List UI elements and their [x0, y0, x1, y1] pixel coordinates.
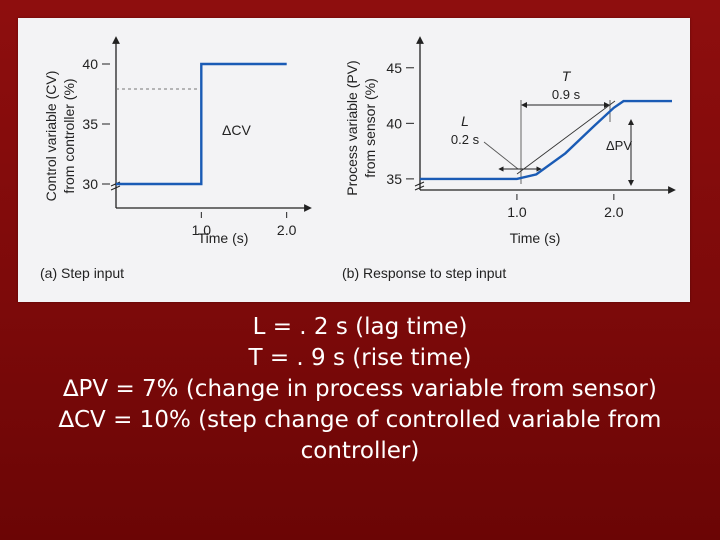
b-tangent-line — [516, 100, 616, 175]
a-axis-break — [110, 181, 121, 191]
a-x-tick-label: 2.0 — [277, 222, 297, 238]
b-x-tick-label: 2.0 — [604, 204, 624, 220]
b-y-tick-label: 40 — [386, 115, 402, 131]
caption-lag-time: L = . 2 s (lag time) — [252, 314, 468, 340]
b-axis-break — [414, 181, 425, 191]
b-y-tick-label: 45 — [386, 60, 402, 76]
a-y-tick-label: 35 — [82, 116, 98, 132]
b-l-value: 0.2 s — [451, 132, 480, 147]
b-l-symbol: L — [461, 113, 469, 129]
b-panel-label: (b) Response to step input — [342, 265, 506, 281]
a-y-tick-label: 30 — [82, 176, 98, 192]
a-panel-label: (a) Step input — [40, 265, 124, 281]
b-l-leader — [483, 141, 519, 170]
b-t-symbol: T — [562, 68, 572, 84]
a-series-line — [116, 62, 287, 186]
caption-block: L = . 2 s (lag time) T = . 9 s (rise tim… — [0, 312, 720, 467]
b-xlabel: Time (s) — [510, 230, 561, 246]
a-delta-cv-label: ΔCV — [222, 122, 251, 138]
chart-svg: Control variable (CV) from controller (%… — [40, 36, 676, 281]
figure-panel: Control variable (CV) from controller (%… — [18, 18, 690, 302]
b-delta-pv-label: ΔPV — [606, 138, 632, 153]
caption-rise-time: T = . 9 s (rise time) — [248, 345, 472, 371]
a-x-tick-label: 1.0 — [192, 222, 212, 238]
b-x-tick-label: 1.0 — [507, 204, 527, 220]
b-y-tick-label: 35 — [386, 171, 402, 187]
a-ylabel-2: from controller (%) — [61, 78, 77, 193]
b-series-line — [420, 99, 672, 181]
caption-delta-cv-cont: controller) — [300, 438, 420, 464]
a-xlabel: Time (s) — [198, 230, 249, 246]
caption-delta-cv: ∆CV = 10% (step change of controlled var… — [58, 407, 662, 433]
caption-delta-pv: ∆PV = 7% (change in process variable fro… — [63, 376, 657, 402]
b-ylabel-1: Process variable (PV) — [344, 60, 360, 195]
a-ylabel-1: Control variable (CV) — [43, 71, 59, 202]
a-y-tick-label: 40 — [82, 56, 98, 72]
b-ylabel-2: from sensor (%) — [362, 78, 378, 178]
b-t-value: 0.9 s — [552, 87, 581, 102]
